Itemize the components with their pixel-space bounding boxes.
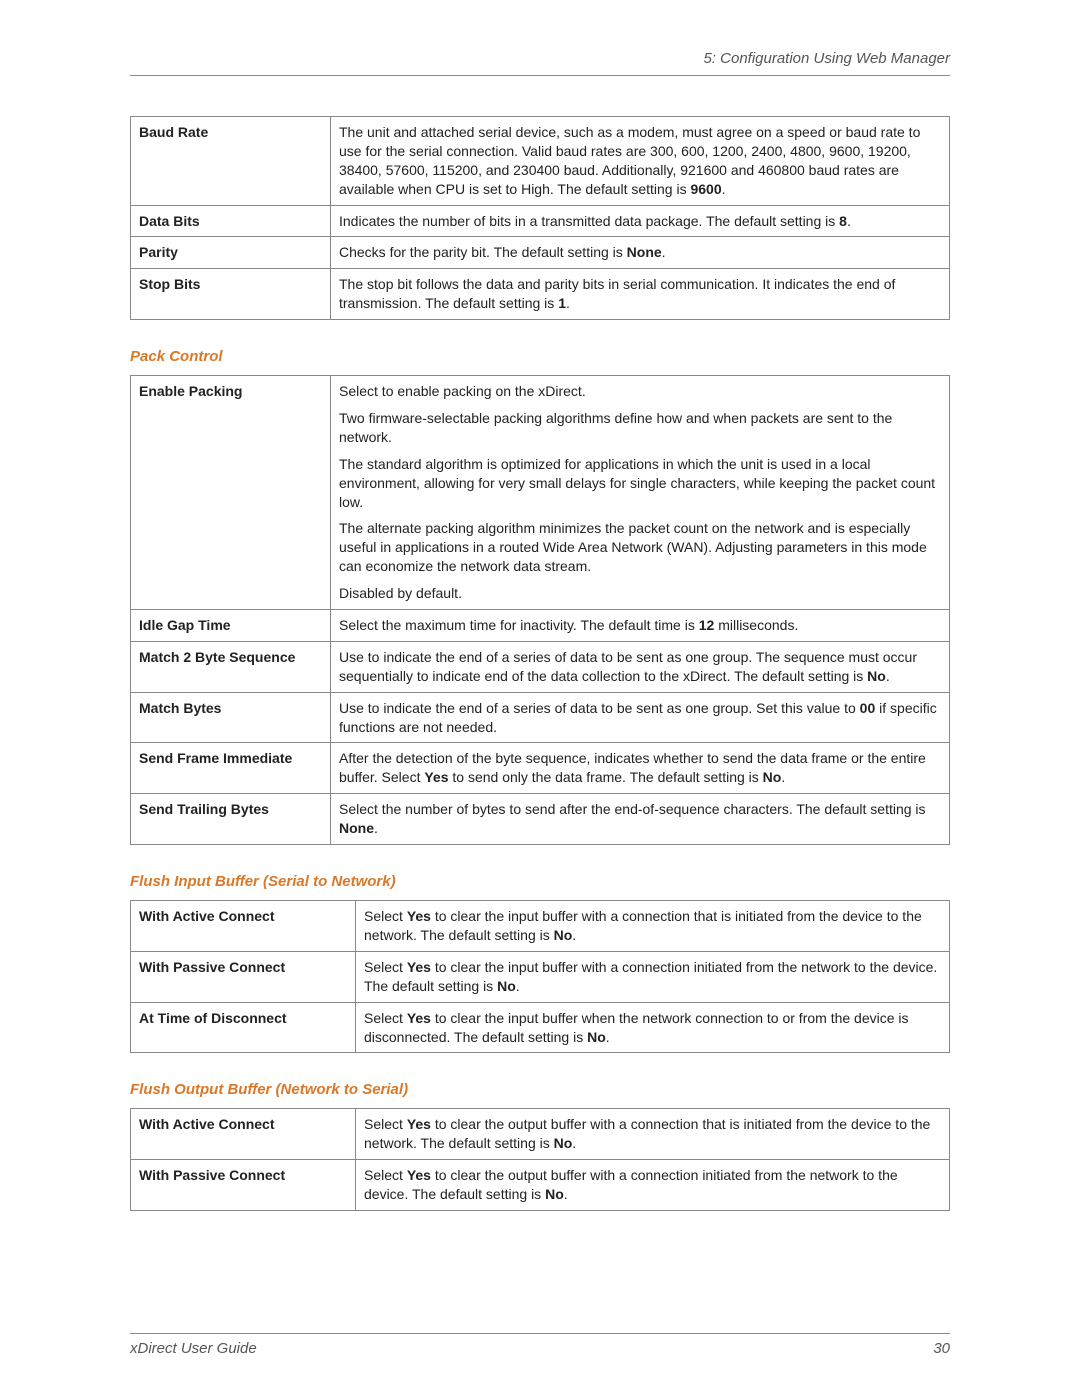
setting-desc: Select to enable packing on the xDirect.… bbox=[331, 376, 950, 610]
setting-label: With Passive Connect bbox=[131, 951, 356, 1002]
setting-desc: Checks for the parity bit. The default s… bbox=[331, 237, 950, 269]
flush-input-heading: Flush Input Buffer (Serial to Network) bbox=[130, 873, 950, 890]
setting-label: Stop Bits bbox=[131, 269, 331, 320]
setting-desc: Use to indicate the end of a series of d… bbox=[331, 692, 950, 743]
pack-control-table: Enable Packing Select to enable packing … bbox=[130, 375, 950, 845]
page-header: 5: Configuration Using Web Manager bbox=[130, 50, 950, 76]
setting-label: Enable Packing bbox=[131, 376, 331, 610]
table-row: Send Trailing Bytes Select the number of… bbox=[131, 794, 950, 845]
setting-desc: Select Yes to clear the input buffer whe… bbox=[356, 1002, 950, 1053]
table-row: Baud Rate The unit and attached serial d… bbox=[131, 117, 950, 206]
table-row: Data Bits Indicates the number of bits i… bbox=[131, 205, 950, 237]
footer-guide-name: xDirect User Guide bbox=[130, 1340, 257, 1357]
table-row: With Active Connect Select Yes to clear … bbox=[131, 901, 950, 952]
footer-page-number: 30 bbox=[933, 1340, 950, 1357]
setting-desc: The stop bit follows the data and parity… bbox=[331, 269, 950, 320]
setting-label: At Time of Disconnect bbox=[131, 1002, 356, 1053]
flush-output-heading: Flush Output Buffer (Network to Serial) bbox=[130, 1081, 950, 1098]
setting-desc: Select the maximum time for inactivity. … bbox=[331, 610, 950, 642]
setting-label: With Active Connect bbox=[131, 1109, 356, 1160]
table-row: Stop Bits The stop bit follows the data … bbox=[131, 269, 950, 320]
setting-desc: The unit and attached serial device, suc… bbox=[331, 117, 950, 206]
setting-label: Baud Rate bbox=[131, 117, 331, 206]
flush-input-table: With Active Connect Select Yes to clear … bbox=[130, 900, 950, 1053]
setting-desc: Select Yes to clear the input buffer wit… bbox=[356, 951, 950, 1002]
setting-label: Match Bytes bbox=[131, 692, 331, 743]
table-row: With Passive Connect Select Yes to clear… bbox=[131, 1160, 950, 1211]
serial-settings-table: Baud Rate The unit and attached serial d… bbox=[130, 116, 950, 320]
setting-desc: Select Yes to clear the output buffer wi… bbox=[356, 1109, 950, 1160]
flush-output-table: With Active Connect Select Yes to clear … bbox=[130, 1108, 950, 1211]
page-content: 5: Configuration Using Web Manager Baud … bbox=[0, 0, 1080, 1279]
setting-desc: Select Yes to clear the output buffer wi… bbox=[356, 1160, 950, 1211]
table-row: At Time of Disconnect Select Yes to clea… bbox=[131, 1002, 950, 1053]
page-footer: xDirect User Guide 30 bbox=[130, 1333, 950, 1357]
table-row: Parity Checks for the parity bit. The de… bbox=[131, 237, 950, 269]
setting-label: Match 2 Byte Sequence bbox=[131, 641, 331, 692]
setting-label: Idle Gap Time bbox=[131, 610, 331, 642]
setting-label: Data Bits bbox=[131, 205, 331, 237]
table-row: Idle Gap Time Select the maximum time fo… bbox=[131, 610, 950, 642]
pack-control-heading: Pack Control bbox=[130, 348, 950, 365]
setting-desc: Select Yes to clear the input buffer wit… bbox=[356, 901, 950, 952]
setting-desc: After the detection of the byte sequence… bbox=[331, 743, 950, 794]
table-row: Match Bytes Use to indicate the end of a… bbox=[131, 692, 950, 743]
setting-label: With Active Connect bbox=[131, 901, 356, 952]
table-row: Match 2 Byte Sequence Use to indicate th… bbox=[131, 641, 950, 692]
table-row: With Passive Connect Select Yes to clear… bbox=[131, 951, 950, 1002]
setting-label: Send Frame Immediate bbox=[131, 743, 331, 794]
setting-desc: Select the number of bytes to send after… bbox=[331, 794, 950, 845]
setting-label: Parity bbox=[131, 237, 331, 269]
table-row: Enable Packing Select to enable packing … bbox=[131, 376, 950, 610]
table-row: With Active Connect Select Yes to clear … bbox=[131, 1109, 950, 1160]
chapter-title: 5: Configuration Using Web Manager bbox=[703, 50, 950, 67]
setting-desc: Indicates the number of bits in a transm… bbox=[331, 205, 950, 237]
setting-desc: Use to indicate the end of a series of d… bbox=[331, 641, 950, 692]
table-row: Send Frame Immediate After the detection… bbox=[131, 743, 950, 794]
setting-label: With Passive Connect bbox=[131, 1160, 356, 1211]
setting-label: Send Trailing Bytes bbox=[131, 794, 331, 845]
